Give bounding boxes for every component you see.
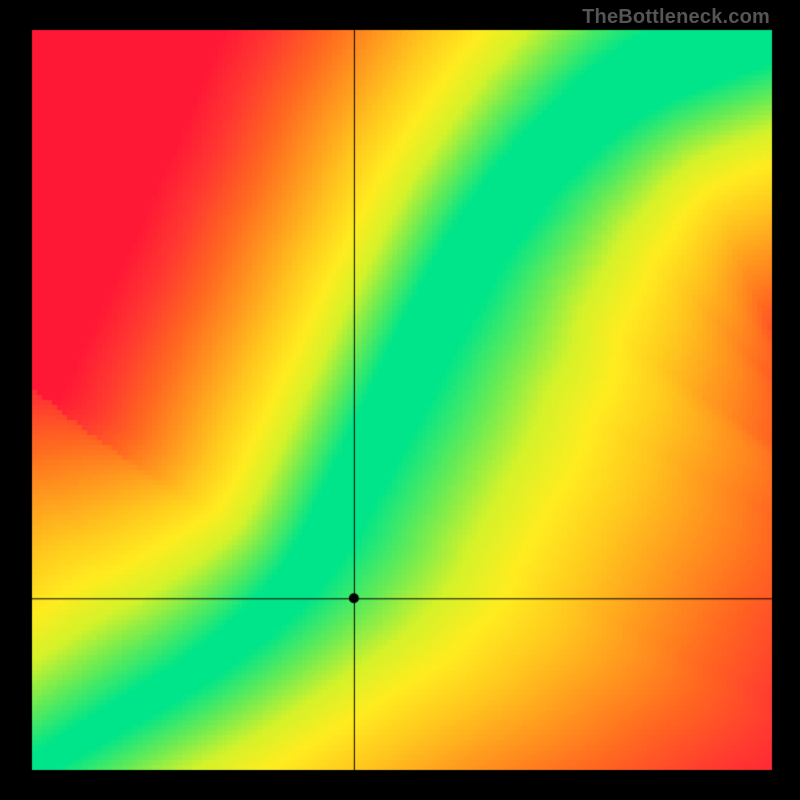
watermark-text: TheBottleneck.com [582, 6, 770, 29]
chart-container: TheBottleneck.com [0, 0, 800, 800]
heatmap-canvas [0, 0, 800, 800]
